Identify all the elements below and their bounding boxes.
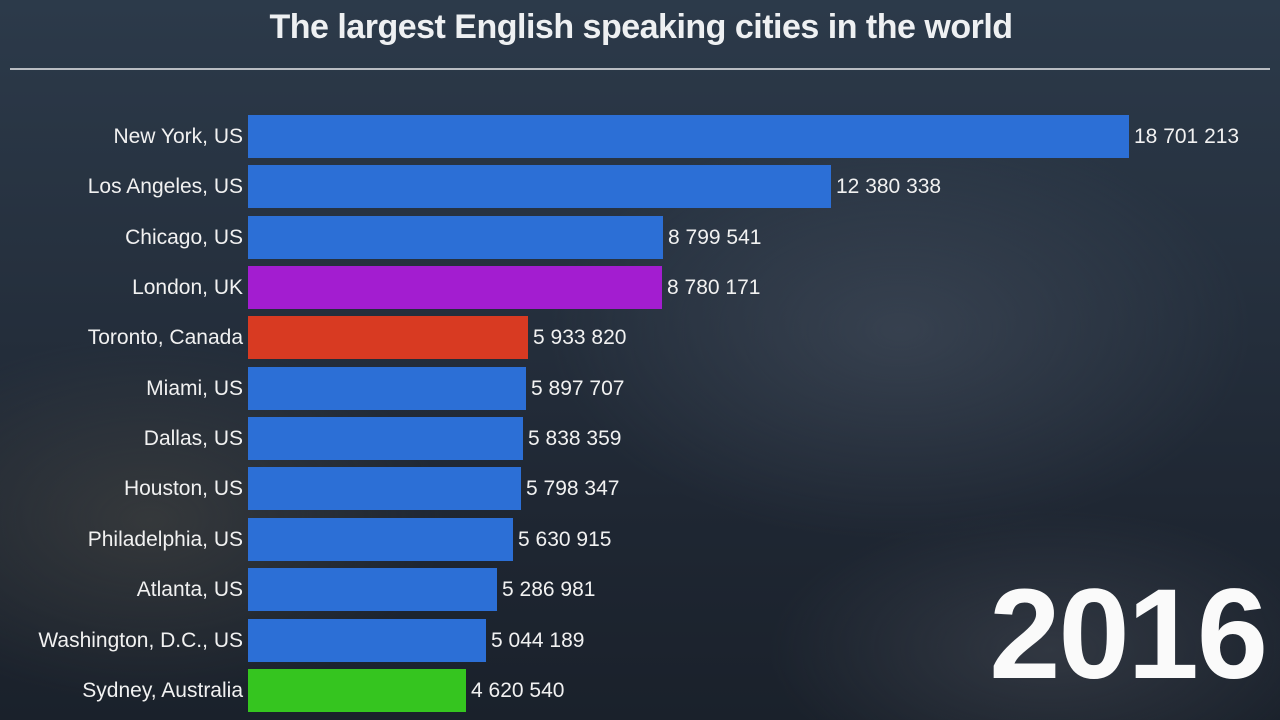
bar-row: Chicago, US 8 799 541 bbox=[0, 215, 1280, 260]
value-label: 5 933 820 bbox=[533, 326, 627, 350]
category-label: London, UK bbox=[132, 276, 243, 300]
value-label: 5 286 981 bbox=[502, 578, 596, 602]
bar-row: London, UK 8 780 171 bbox=[0, 266, 1280, 310]
bar-row: Philadelphia, US 5 630 915 bbox=[0, 517, 1280, 562]
bar-row: Washington, D.C., US 5 044 189 bbox=[0, 618, 1280, 663]
value-label: 12 380 338 bbox=[836, 175, 942, 199]
bar bbox=[248, 316, 528, 360]
chart-title: The largest English speaking cities in t… bbox=[269, 8, 1013, 46]
bar bbox=[248, 568, 497, 612]
category-label: Los Angeles, US bbox=[87, 175, 243, 199]
bar bbox=[248, 417, 523, 461]
category-label: Dallas, US bbox=[143, 427, 243, 451]
value-label: 5 798 347 bbox=[526, 477, 620, 501]
category-label: Sydney, Australia bbox=[82, 678, 243, 702]
bar bbox=[248, 467, 521, 511]
bar bbox=[248, 517, 513, 561]
bar bbox=[248, 266, 662, 310]
value-label: 5 630 915 bbox=[518, 527, 612, 551]
value-label: 8 780 171 bbox=[667, 276, 761, 300]
value-label: 18 701 213 bbox=[1134, 125, 1240, 148]
bar-row: Dallas, US 5 838 359 bbox=[0, 417, 1280, 461]
bar bbox=[248, 115, 1129, 158]
category-label: Toronto, Canada bbox=[87, 326, 243, 350]
category-label: Chicago, US bbox=[125, 225, 243, 249]
bar-row: New York, US 18 701 213 bbox=[0, 115, 1280, 159]
bar bbox=[248, 618, 486, 662]
bar-row: Sydney, Australia 4 620 540 bbox=[0, 668, 1280, 713]
category-label: Houston, US bbox=[123, 477, 243, 501]
category-label: Atlanta, US bbox=[136, 578, 243, 602]
bar-row: Miami, US 5 897 707 bbox=[0, 366, 1280, 411]
value-label: 4 620 540 bbox=[471, 678, 565, 702]
value-label: 5 044 189 bbox=[491, 628, 585, 652]
category-label: Washington, D.C., US bbox=[38, 628, 243, 652]
category-label: Philadelphia, US bbox=[87, 527, 243, 551]
bar-row: Los Angeles, US 12 380 338 bbox=[0, 165, 1280, 209]
value-label: 5 838 359 bbox=[528, 427, 622, 451]
category-label: Miami, US bbox=[146, 376, 243, 400]
bar bbox=[248, 165, 831, 209]
value-label: 5 897 707 bbox=[531, 376, 625, 400]
bar-row: Toronto, Canada 5 933 820 bbox=[0, 316, 1280, 360]
title-divider bbox=[10, 68, 1270, 70]
bar bbox=[248, 366, 526, 410]
bar-row: Atlanta, US 5 286 981 bbox=[0, 568, 1280, 612]
bar-row: Houston, US 5 798 347 bbox=[0, 467, 1280, 511]
bar bbox=[248, 215, 663, 259]
bar bbox=[248, 668, 466, 712]
year-label: 2016 bbox=[989, 563, 1268, 706]
category-label: New York, US bbox=[113, 125, 243, 148]
value-label: 8 799 541 bbox=[668, 225, 762, 249]
